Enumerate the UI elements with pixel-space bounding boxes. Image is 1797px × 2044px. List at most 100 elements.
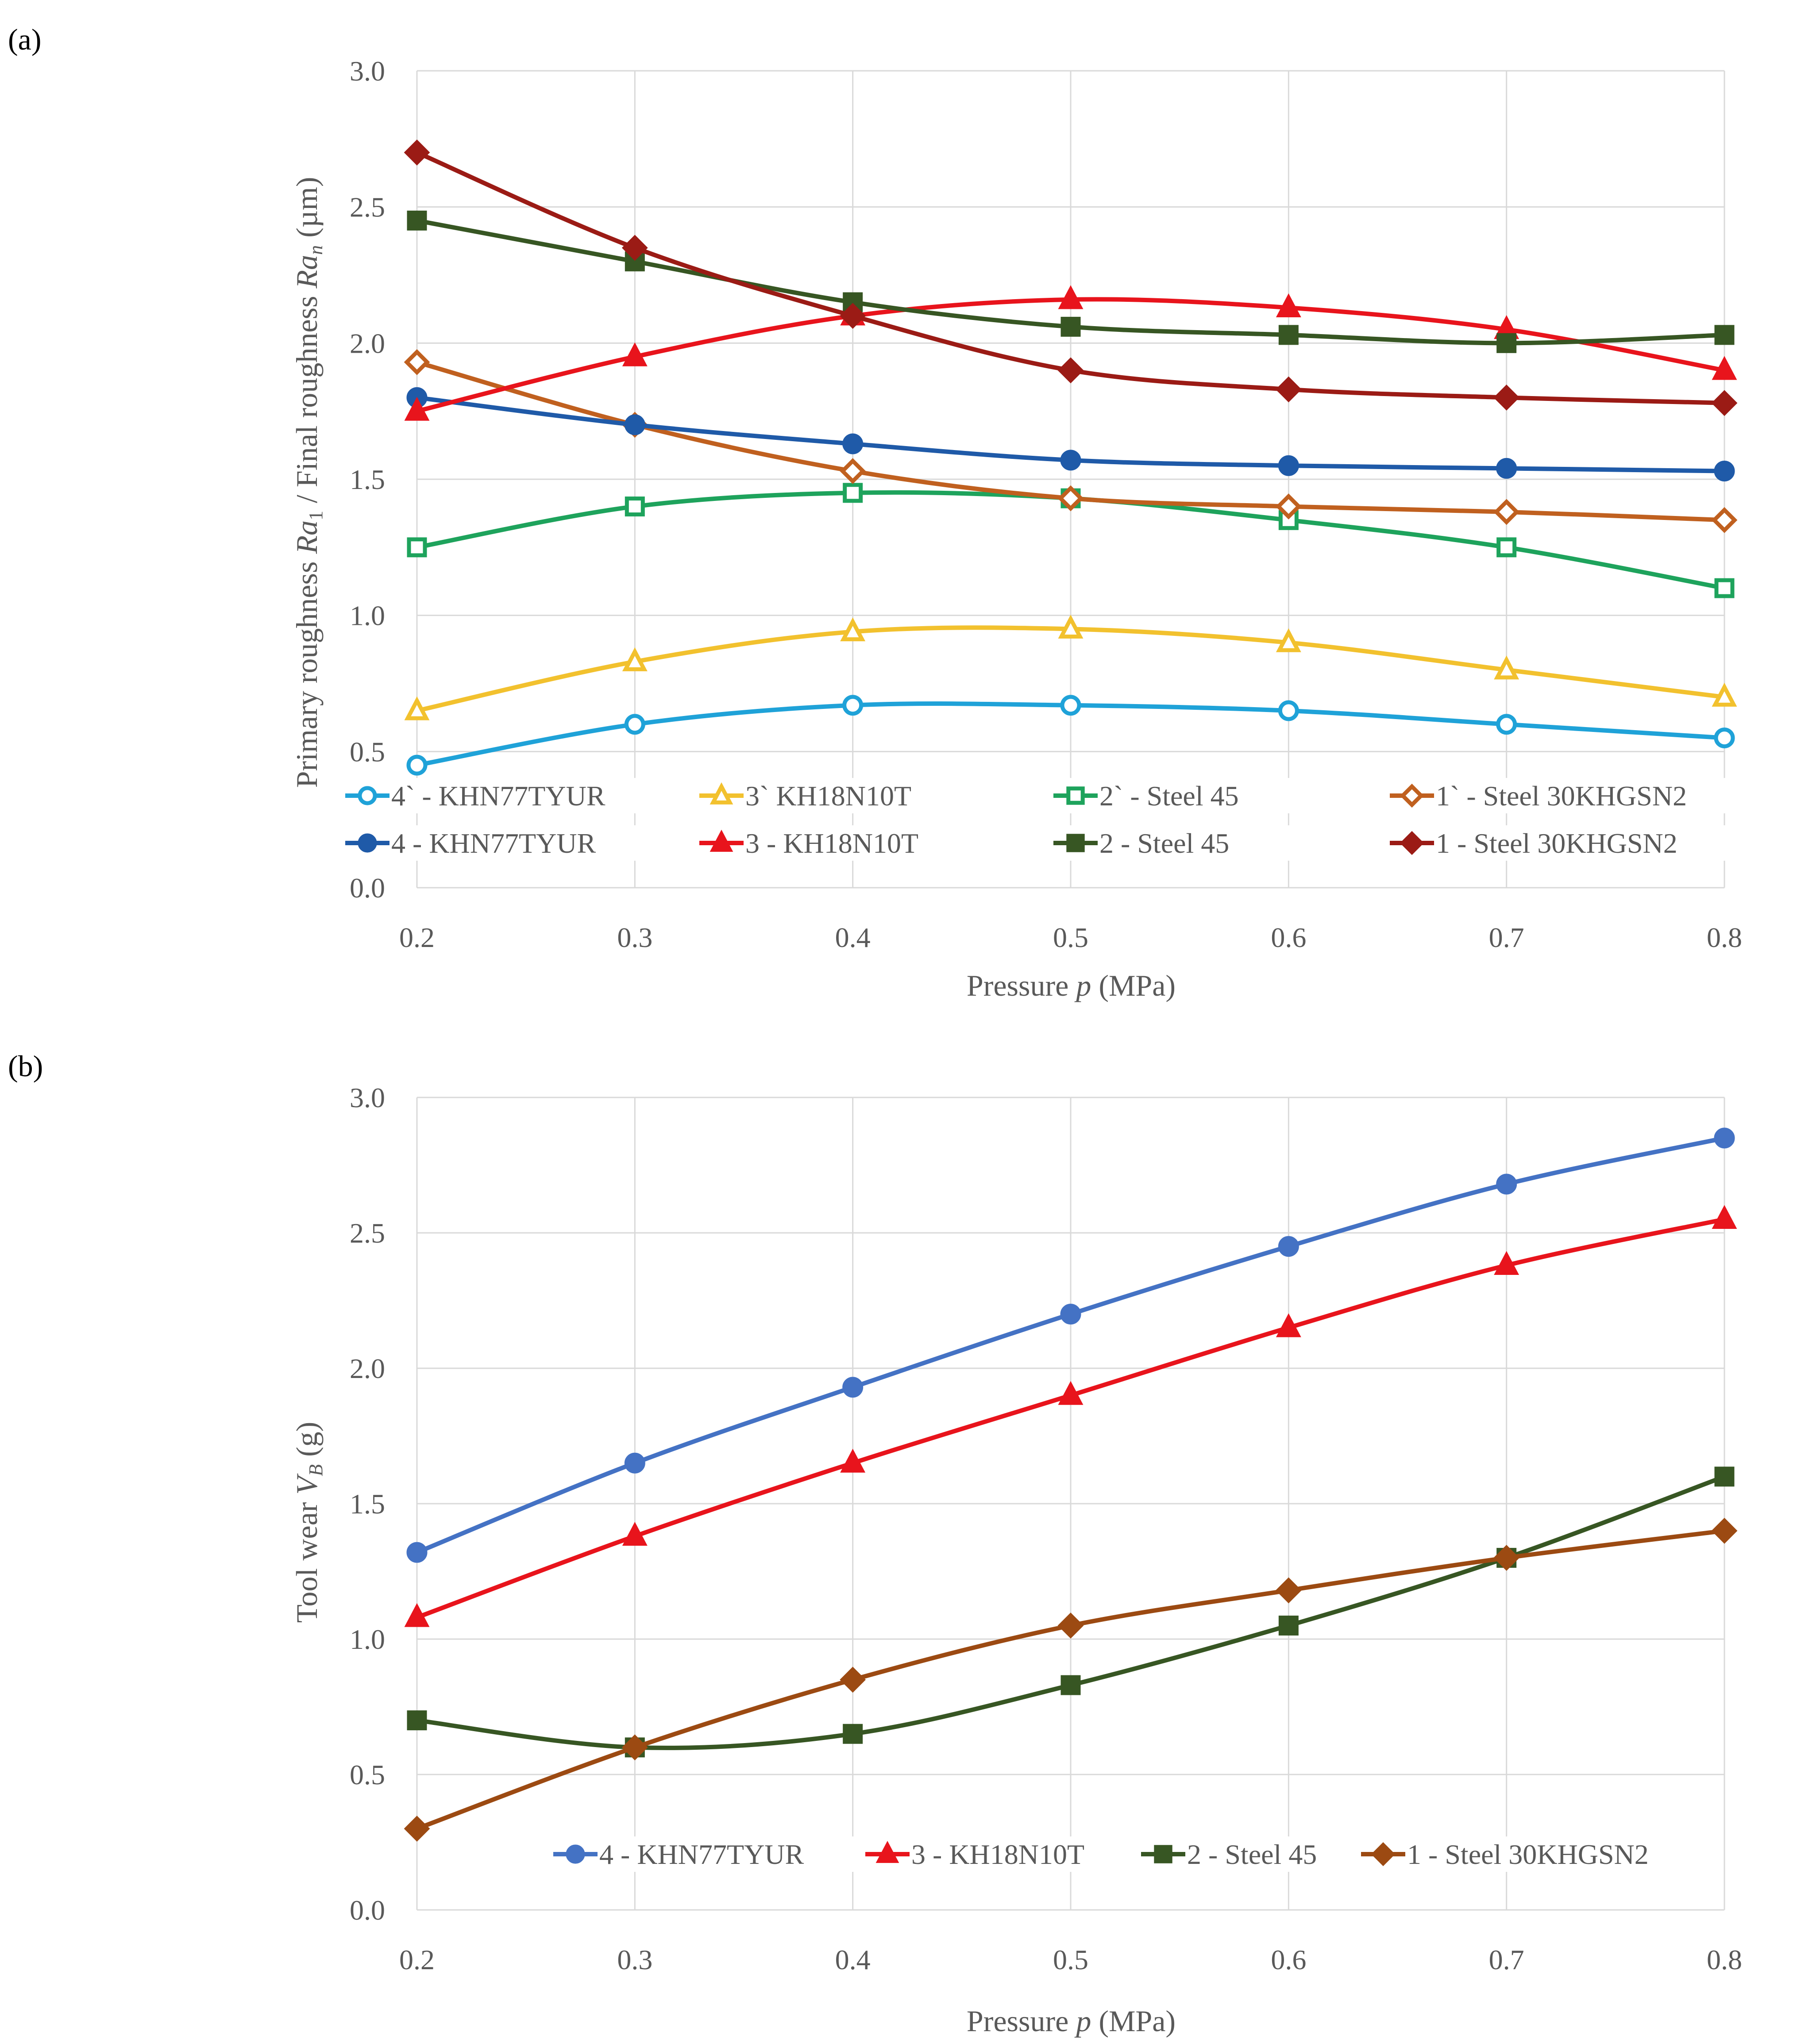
data-point bbox=[1494, 1251, 1519, 1275]
data-point bbox=[1711, 390, 1738, 416]
data-point bbox=[622, 1521, 648, 1546]
series-group-b bbox=[404, 1128, 1738, 1842]
data-point bbox=[404, 1603, 430, 1627]
panel-label-b: (b) bbox=[8, 1049, 43, 1083]
x-tick-label: 0.8 bbox=[1707, 922, 1742, 953]
x-tick-label: 0.5 bbox=[1053, 922, 1088, 953]
legend-item-bg bbox=[336, 778, 699, 813]
legend-marker bbox=[1371, 1842, 1396, 1867]
data-point bbox=[1276, 1313, 1301, 1337]
data-point bbox=[1276, 628, 1301, 652]
legend-item: 4 - KHN77TYUR bbox=[544, 1836, 907, 1872]
legend-item-bg bbox=[1381, 778, 1744, 813]
x-axis-label-b: Pressure p (MPa) bbox=[967, 2004, 1176, 2038]
x-tick-label: 0.7 bbox=[1489, 1944, 1524, 1975]
data-point bbox=[1714, 728, 1735, 749]
y-tick-label: 0.5 bbox=[350, 736, 385, 767]
y-tick-label: 0.0 bbox=[350, 872, 385, 904]
data-point bbox=[1278, 1615, 1299, 1636]
legend-item: 4` - KHN77TYUR bbox=[336, 778, 699, 813]
data-point bbox=[1714, 1467, 1735, 1487]
legend-marker bbox=[1400, 831, 1424, 855]
grid-b bbox=[416, 1097, 1725, 1911]
legend-label: 1 - Steel 30KHGSN2 bbox=[1436, 828, 1677, 859]
data-point bbox=[1712, 356, 1737, 380]
legend-a: 4` - KHN77TYUR 3` KH18N10T 2` - Steel 45 1`… bbox=[336, 778, 1744, 861]
legend-marker bbox=[710, 782, 733, 805]
y-tick-label: 1.5 bbox=[350, 1488, 385, 1520]
data-point bbox=[407, 1710, 427, 1731]
legend-label: 1` - Steel 30KHGSN2 bbox=[1436, 780, 1687, 812]
data-point bbox=[1278, 700, 1299, 721]
data-point bbox=[1058, 1381, 1084, 1405]
data-point bbox=[625, 497, 645, 517]
legend-label: 2 - Steel 45 bbox=[1099, 828, 1229, 859]
data-point bbox=[621, 235, 648, 261]
data-point bbox=[1057, 485, 1084, 512]
legend-marker bbox=[1066, 786, 1085, 805]
data-point bbox=[404, 696, 430, 720]
x-tick-label: 0.3 bbox=[617, 922, 652, 953]
legend-item-bg bbox=[1352, 1836, 1715, 1872]
legend-item: 4 - KHN77TYUR bbox=[336, 825, 699, 861]
data-point bbox=[1714, 325, 1735, 345]
data-point bbox=[1278, 325, 1299, 345]
legend-marker bbox=[710, 829, 733, 852]
x-tick-label: 0.6 bbox=[1271, 922, 1306, 953]
legend-item: 1` - Steel 30KHGSN2 bbox=[1381, 778, 1744, 813]
chart-b: (b) 0.00.51.01.52.02.53.0 0.2 0.3 0.4 0.5 0.… bbox=[8, 1049, 1742, 2038]
x-tick-label: 0.5 bbox=[1053, 1944, 1088, 1975]
y-tick-label: 2.5 bbox=[350, 1217, 385, 1249]
y-tick-label: 2.0 bbox=[350, 1353, 385, 1384]
y-tick-label: 1.0 bbox=[350, 600, 385, 631]
legend-item-bg bbox=[1045, 825, 1408, 861]
y-tick-label: 3.0 bbox=[350, 1082, 385, 1113]
data-point bbox=[404, 396, 430, 421]
series-b-3 bbox=[404, 1517, 1738, 1842]
data-point bbox=[840, 1667, 866, 1693]
legend-item-bg bbox=[1045, 778, 1408, 813]
data-point bbox=[842, 695, 864, 716]
data-point bbox=[1712, 1205, 1737, 1229]
legend-item: 1 - Steel 30KHGSN2 bbox=[1352, 1836, 1715, 1872]
data-point bbox=[407, 210, 427, 231]
series-a-6 bbox=[407, 210, 1735, 353]
data-point bbox=[1496, 458, 1517, 479]
grid-a bbox=[416, 70, 1725, 889]
x-tick-label: 0.3 bbox=[617, 1944, 652, 1975]
legend-item-bg bbox=[336, 825, 699, 861]
data-point bbox=[1057, 1613, 1084, 1639]
data-point bbox=[843, 483, 863, 503]
data-point bbox=[406, 754, 428, 776]
legend-item: 2 - Steel 45 bbox=[1045, 825, 1408, 861]
data-point bbox=[842, 433, 864, 454]
data-point bbox=[622, 647, 648, 671]
data-point bbox=[1714, 1128, 1735, 1149]
data-point bbox=[407, 537, 427, 558]
series-b-1 bbox=[404, 1205, 1737, 1627]
data-point bbox=[621, 1734, 648, 1761]
legend-marker bbox=[358, 833, 377, 853]
data-point bbox=[1494, 655, 1519, 680]
data-point bbox=[1060, 450, 1081, 471]
x-axis-label-a: Pressure p (MPa) bbox=[967, 969, 1176, 1002]
data-point bbox=[1060, 695, 1081, 716]
series-a-0 bbox=[406, 695, 1735, 776]
legend-item: 3` KH18N10T bbox=[690, 778, 1053, 813]
series-a-7 bbox=[404, 139, 1738, 416]
x-tick-label: 0.2 bbox=[399, 1944, 435, 1975]
x-tick-label: 0.8 bbox=[1707, 1944, 1742, 1975]
data-point bbox=[1275, 376, 1302, 403]
data-point bbox=[1496, 714, 1517, 735]
data-point bbox=[1493, 499, 1520, 525]
series-group-a bbox=[404, 139, 1738, 776]
y-tick-label: 0.5 bbox=[350, 1759, 385, 1790]
legend-label: 2` - Steel 45 bbox=[1099, 780, 1239, 812]
data-point bbox=[1058, 614, 1084, 639]
legend-label: 4` - KHN77TYUR bbox=[391, 780, 605, 812]
chart-a: (a) 0.00.51.01.52.02.53.0 0.2 0.3 0.4 0.5 0.… bbox=[8, 23, 1744, 1002]
data-point bbox=[1276, 293, 1301, 317]
data-point bbox=[404, 139, 430, 166]
data-point bbox=[1496, 333, 1517, 353]
data-point bbox=[1711, 1517, 1738, 1544]
